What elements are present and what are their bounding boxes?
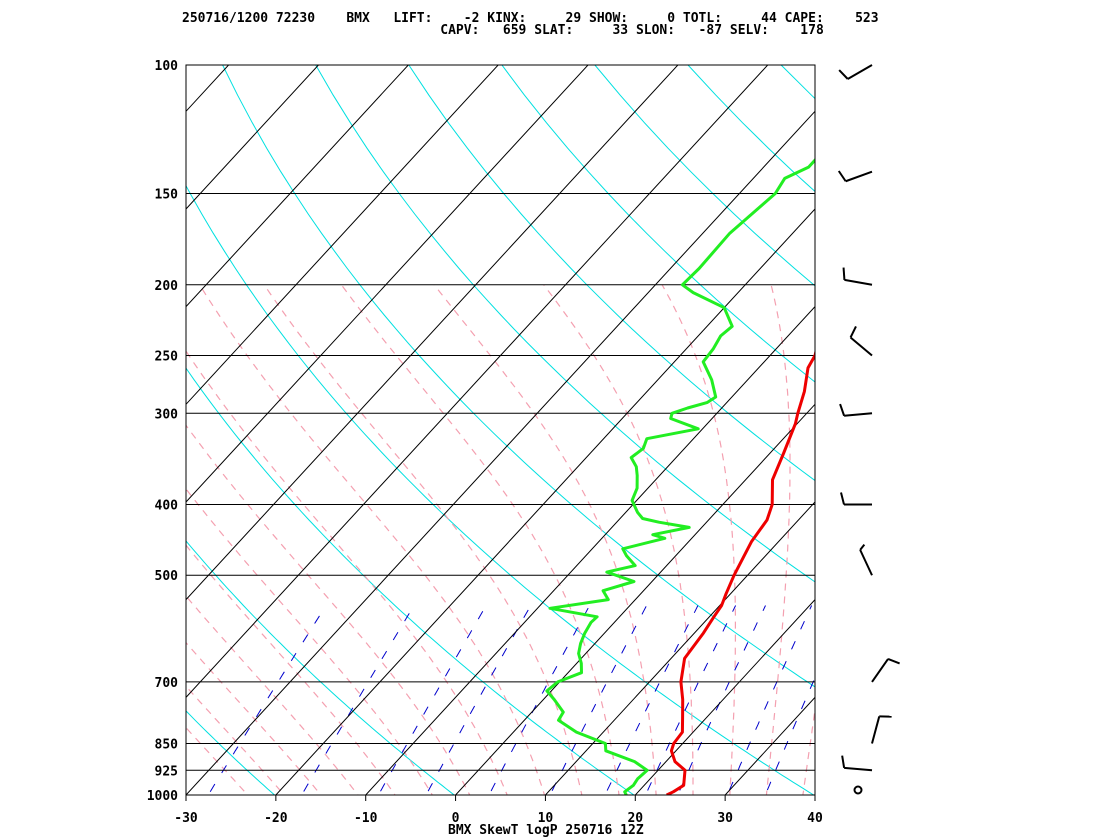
moist-adiabat-line xyxy=(186,595,359,795)
moist-adiabat-line xyxy=(186,685,285,795)
plot-frame xyxy=(185,64,816,796)
isotherm-line xyxy=(186,65,499,406)
wind-barbs xyxy=(837,64,900,795)
moist-adiabat-line xyxy=(186,350,508,795)
pressure-tick-label: 925 xyxy=(155,764,178,779)
isotherm-line xyxy=(186,65,320,210)
temperature-tick-label: 40 xyxy=(807,811,823,826)
pressure-tick-label: 1000 xyxy=(147,789,178,804)
mixing-ratio-line xyxy=(488,605,591,795)
dewpoint-profile-line xyxy=(545,157,815,795)
moist-adiabat-line xyxy=(186,487,434,795)
mixing-ratio-line xyxy=(377,605,487,795)
isotherm-line xyxy=(186,65,409,308)
wind-barb xyxy=(849,325,873,357)
isotherm-line xyxy=(724,696,815,795)
dry-adiabat-line xyxy=(222,65,815,688)
pressure-tick-label: 150 xyxy=(155,188,179,203)
pressure-tick-label: 300 xyxy=(155,407,179,422)
pressure-tick-label: 850 xyxy=(155,737,179,752)
moist-adiabat-line xyxy=(186,424,471,795)
dry-adiabat-line xyxy=(186,710,276,795)
header-line-2: CAPV: 659 SLAT: 33 SLON: -87 SELV: 178 xyxy=(182,23,824,38)
isotherm-line xyxy=(634,598,815,795)
temperature-tick-label: 30 xyxy=(717,811,733,826)
moist-adiabat-line xyxy=(263,284,583,795)
dry-adiabat-line xyxy=(186,367,635,795)
footer-title: BMX SkewT logP 250716 12Z xyxy=(448,823,644,838)
isotherm-line xyxy=(186,110,815,795)
temperature-tick-label: 0 xyxy=(452,811,460,826)
wind-barb xyxy=(871,658,900,683)
moist-adiabat-line xyxy=(186,726,249,795)
mixing-ratio-line xyxy=(207,605,327,795)
wind-barb xyxy=(841,755,873,772)
temperature-tick-label: -10 xyxy=(354,811,378,826)
isotherm-line xyxy=(186,65,679,601)
mixing-ratio-line xyxy=(645,605,737,795)
temperature-profile-line xyxy=(666,349,815,795)
moist-adiabat-line xyxy=(186,544,396,795)
moist-adiabat-line xyxy=(543,284,694,795)
mixing-ratio-line xyxy=(549,605,648,795)
dry-adiabat-line xyxy=(186,540,456,795)
mixing-ratio-line xyxy=(301,605,415,795)
wind-barb xyxy=(839,403,873,417)
isotherm-line xyxy=(275,208,815,795)
temperature-tick-label: 20 xyxy=(627,811,643,826)
isotherm-line xyxy=(544,501,815,795)
mixing-ratio-line xyxy=(604,605,699,795)
pressure-axis: 100 150 200 250 300 400 500 700 850 925 1000 xyxy=(147,59,178,804)
isotherm-line xyxy=(365,305,815,795)
calm-wind-circle xyxy=(853,785,863,795)
dry-adiabat-line xyxy=(0,32,110,811)
isobar-lines xyxy=(186,64,815,796)
dry-adiabat-line xyxy=(930,32,1120,811)
temperature-tick-label: 10 xyxy=(538,811,554,826)
pressure-tick-label: 200 xyxy=(155,279,179,294)
wind-barb xyxy=(837,170,873,183)
pressure-tick-label: 400 xyxy=(155,499,179,514)
dry-adiabat-line xyxy=(840,32,1120,811)
isotherm-line xyxy=(186,65,769,699)
wind-barb xyxy=(840,492,872,506)
isotherm-line xyxy=(0,32,169,811)
isotherm-line xyxy=(186,65,230,113)
temperature-axis: -30 -20 -10 0 10 20 30 40 xyxy=(174,795,823,826)
wind-barb xyxy=(871,715,892,744)
dry-adiabat-line xyxy=(780,65,815,100)
moist-adiabat-line xyxy=(765,284,791,795)
temperature-tick-label: -30 xyxy=(174,811,198,826)
mixing-ratio-line xyxy=(764,676,815,795)
header-line-1: 250716/1200 72230 BMX LIFT: -2 KINX: 29 … xyxy=(182,11,879,26)
pressure-tick-label: 250 xyxy=(155,349,179,364)
pressure-tick-label: 500 xyxy=(155,569,179,584)
wind-barb xyxy=(838,64,873,80)
pressure-tick-label: 100 xyxy=(155,59,179,74)
isotherm-line xyxy=(186,65,589,503)
mixing-ratio-line xyxy=(726,605,813,795)
mixing-ratio-line xyxy=(425,605,532,795)
dry-adiabat-line xyxy=(594,65,815,287)
isotherm-line xyxy=(814,794,815,795)
wind-barb xyxy=(859,543,873,576)
sounding-profiles xyxy=(545,157,815,795)
temperature-tick-label: -20 xyxy=(264,811,288,826)
moist-adiabat-line xyxy=(661,284,737,795)
pressure-tick-label: 700 xyxy=(155,676,179,691)
wind-barb xyxy=(842,267,873,286)
moist-adiabat-line xyxy=(340,284,620,795)
isotherm-line xyxy=(0,32,80,811)
